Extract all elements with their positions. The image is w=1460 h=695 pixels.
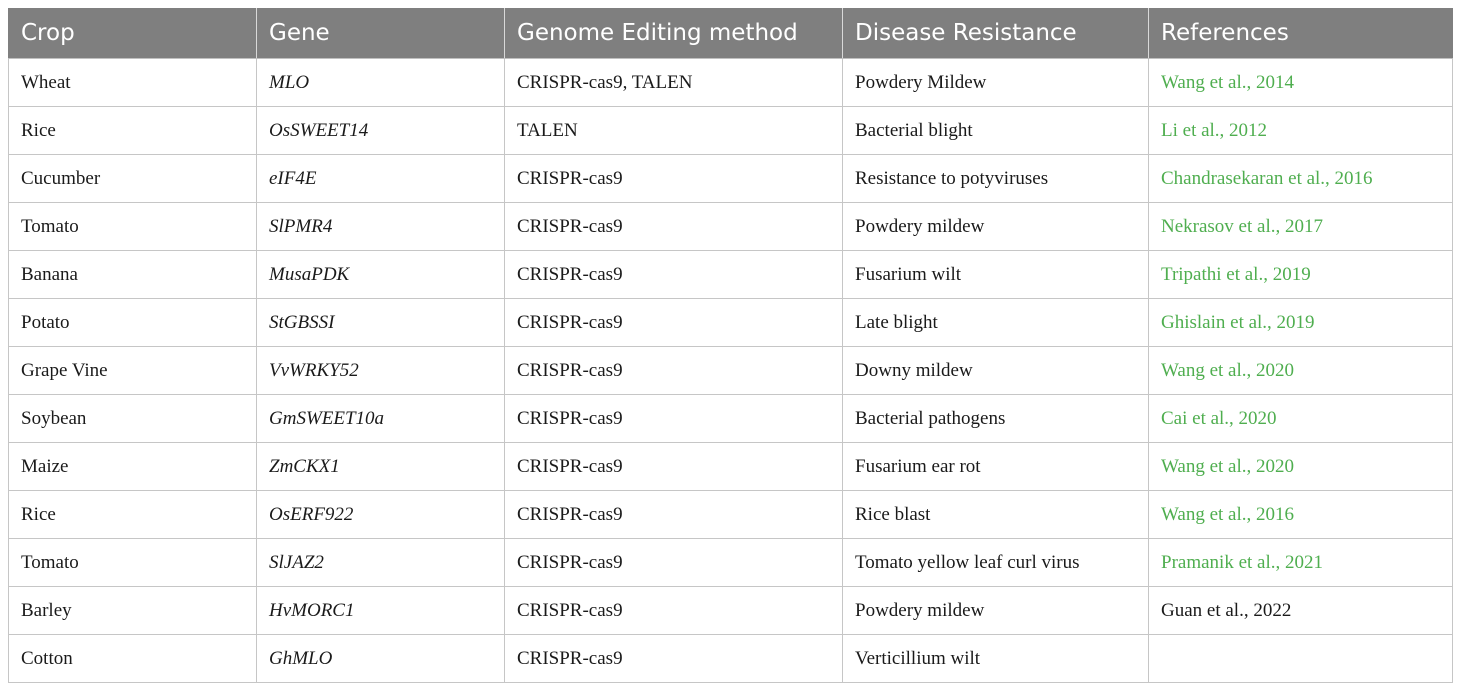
cell-gene: GhMLO bbox=[256, 634, 505, 683]
cell-method: CRISPR-cas9 bbox=[504, 586, 843, 635]
reference-link[interactable]: Chandrasekaran et al., 2016 bbox=[1148, 154, 1453, 203]
cell-reference: Guan et al., 2022 bbox=[1148, 586, 1453, 635]
cell-method: CRISPR-cas9 bbox=[504, 442, 843, 491]
header-gene: Gene bbox=[256, 8, 505, 59]
cell-gene: StGBSSI bbox=[256, 298, 505, 347]
header-disease: Disease Resistance bbox=[842, 8, 1149, 59]
cell-disease: Resistance to potyviruses bbox=[842, 154, 1149, 203]
cell-crop: Tomato bbox=[8, 538, 257, 587]
cell-gene: SlJAZ2 bbox=[256, 538, 505, 587]
cell-crop: Wheat bbox=[8, 58, 257, 107]
cell-crop: Banana bbox=[8, 250, 257, 299]
header-crop: Crop bbox=[8, 8, 257, 59]
crop-gene-editing-table: Crop Gene Genome Editing method Disease … bbox=[8, 8, 1453, 683]
cell-method: CRISPR-cas9 bbox=[504, 346, 843, 395]
cell-gene: HvMORC1 bbox=[256, 586, 505, 635]
reference-link[interactable]: Tripathi et al., 2019 bbox=[1148, 250, 1453, 299]
cell-disease: Rice blast bbox=[842, 490, 1149, 539]
cell-disease: Bacterial blight bbox=[842, 106, 1149, 155]
cell-crop: Tomato bbox=[8, 202, 257, 251]
cell-disease: Fusarium ear rot bbox=[842, 442, 1149, 491]
reference-link[interactable]: Wang et al., 2014 bbox=[1148, 58, 1453, 107]
cell-disease: Late blight bbox=[842, 298, 1149, 347]
cell-method: CRISPR-cas9 bbox=[504, 538, 843, 587]
cell-gene: GmSWEET10a bbox=[256, 394, 505, 443]
table-row: Barley HvMORC1 CRISPR-cas9 Powdery mildew Gu… bbox=[8, 586, 1453, 635]
cell-gene: VvWRKY52 bbox=[256, 346, 505, 395]
table-row: Tomato SlJAZ2 CRISPR-cas9 Tomato yellow lea… bbox=[8, 538, 1453, 587]
cell-disease: Powdery mildew bbox=[842, 586, 1149, 635]
table-container: Crop Gene Genome Editing method Disease … bbox=[8, 8, 1453, 683]
cell-crop: Cucumber bbox=[8, 154, 257, 203]
cell-crop: Rice bbox=[8, 106, 257, 155]
cell-crop: Barley bbox=[8, 586, 257, 635]
cell-gene: ZmCKX1 bbox=[256, 442, 505, 491]
cell-method: CRISPR-cas9 bbox=[504, 154, 843, 203]
cell-crop: Soybean bbox=[8, 394, 257, 443]
cell-method: CRISPR-cas9 bbox=[504, 490, 843, 539]
table-row: Soybean GmSWEET10a CRISPR-cas9 Bacterial pa… bbox=[8, 394, 1453, 443]
table-row: Cucumber eIF4E CRISPR-cas9 Resistance to po… bbox=[8, 154, 1453, 203]
cell-disease: Powdery Mildew bbox=[842, 58, 1149, 107]
reference-link[interactable]: Pramanik et al., 2021 bbox=[1148, 538, 1453, 587]
reference-link[interactable]: Wang et al., 2020 bbox=[1148, 346, 1453, 395]
cell-method: CRISPR-cas9, TALEN bbox=[504, 58, 843, 107]
cell-gene: MusaPDK bbox=[256, 250, 505, 299]
cell-gene: OsSWEET14 bbox=[256, 106, 505, 155]
cell-crop: Grape Vine bbox=[8, 346, 257, 395]
table-body: Wheat MLO CRISPR-cas9, TALEN Powdery Mildew… bbox=[8, 58, 1453, 683]
table-row: Tomato SlPMR4 CRISPR-cas9 Powdery mildew Nek… bbox=[8, 202, 1453, 251]
table-row: Wheat MLO CRISPR-cas9, TALEN Powdery Mildew… bbox=[8, 58, 1453, 107]
cell-gene: eIF4E bbox=[256, 154, 505, 203]
table-row: Rice OsSWEET14 TALEN Bacterial blight Li et … bbox=[8, 106, 1453, 155]
cell-method: TALEN bbox=[504, 106, 843, 155]
table-row: Banana MusaPDK CRISPR-cas9 Fusarium wilt Tri… bbox=[8, 250, 1453, 299]
cell-disease: Tomato yellow leaf curl virus bbox=[842, 538, 1149, 587]
cell-disease: Powdery mildew bbox=[842, 202, 1149, 251]
header-references: References bbox=[1148, 8, 1453, 59]
table-row: Potato StGBSSI CRISPR-cas9 Late blight Ghisl… bbox=[8, 298, 1453, 347]
table-row: Grape Vine VvWRKY52 CRISPR-cas9 Downy milde… bbox=[8, 346, 1453, 395]
reference-link[interactable]: Li et al., 2012 bbox=[1148, 106, 1453, 155]
header-method: Genome Editing method bbox=[504, 8, 843, 59]
reference-link[interactable]: Wang et al., 2020 bbox=[1148, 442, 1453, 491]
cell-method: CRISPR-cas9 bbox=[504, 202, 843, 251]
reference-link[interactable]: Ghislain et al., 2019 bbox=[1148, 298, 1453, 347]
reference-link[interactable]: Wang et al., 2016 bbox=[1148, 490, 1453, 539]
table-row: Maize ZmCKX1 CRISPR-cas9 Fusarium ear rot Wa… bbox=[8, 442, 1453, 491]
cell-crop: Potato bbox=[8, 298, 257, 347]
cell-gene: SlPMR4 bbox=[256, 202, 505, 251]
reference-link[interactable]: Cai et al., 2020 bbox=[1148, 394, 1453, 443]
cell-crop: Cotton bbox=[8, 634, 257, 683]
table-row: Cotton GhMLO CRISPR-cas9 Verticillium wilt bbox=[8, 634, 1453, 683]
cell-method: CRISPR-cas9 bbox=[504, 250, 843, 299]
cell-method: CRISPR-cas9 bbox=[504, 634, 843, 683]
cell-method: CRISPR-cas9 bbox=[504, 394, 843, 443]
cell-gene: MLO bbox=[256, 58, 505, 107]
cell-reference bbox=[1148, 634, 1453, 683]
cell-disease: Bacterial pathogens bbox=[842, 394, 1149, 443]
cell-gene: OsERF922 bbox=[256, 490, 505, 539]
cell-disease: Fusarium wilt bbox=[842, 250, 1149, 299]
cell-disease: Downy mildew bbox=[842, 346, 1149, 395]
table-header-row: Crop Gene Genome Editing method Disease … bbox=[8, 8, 1453, 59]
cell-disease: Verticillium wilt bbox=[842, 634, 1149, 683]
cell-crop: Rice bbox=[8, 490, 257, 539]
cell-crop: Maize bbox=[8, 442, 257, 491]
table-row: Rice OsERF922 CRISPR-cas9 Rice blast Wang et… bbox=[8, 490, 1453, 539]
cell-method: CRISPR-cas9 bbox=[504, 298, 843, 347]
reference-link[interactable]: Nekrasov et al., 2017 bbox=[1148, 202, 1453, 251]
